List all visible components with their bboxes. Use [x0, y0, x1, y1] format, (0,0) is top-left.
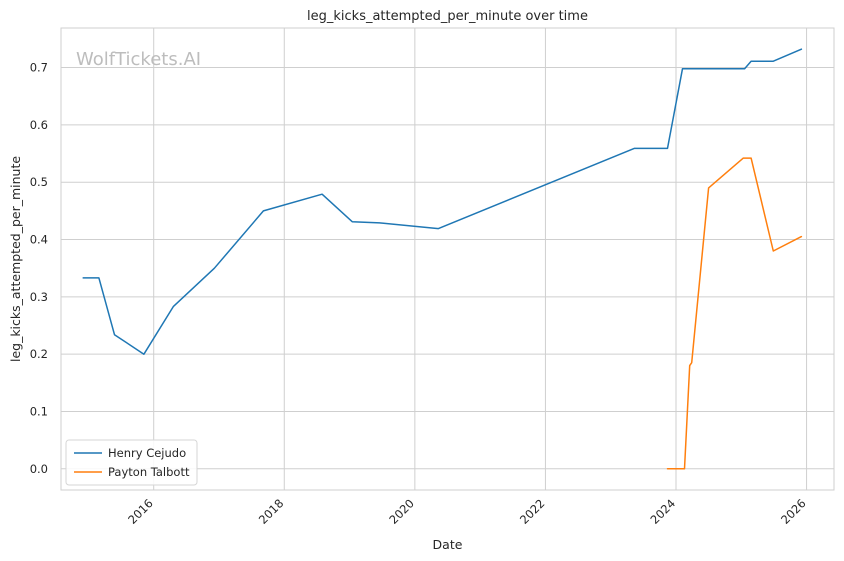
y-tick-label: 0.2: [30, 347, 48, 361]
series-layer: [82, 48, 803, 470]
y-tick-label: 0.4: [30, 233, 48, 247]
x-axis-label: Date: [433, 537, 463, 552]
legend: Henry Cejudo Payton Talbott: [65, 439, 198, 486]
y-tick-label: 0.7: [30, 61, 48, 75]
legend-box: [65, 439, 198, 486]
legend-label: Payton Talbott: [108, 465, 190, 479]
y-tick-label: 0.0: [30, 462, 48, 476]
y-axis-label: leg_kicks_attempted_per_minute: [8, 156, 23, 362]
grid-layer: [61, 28, 834, 490]
y-tick-label: 0.5: [30, 175, 48, 189]
legend-label: Henry Cejudo: [108, 446, 186, 460]
chart-title: leg_kicks_attempted_per_minute over time: [307, 9, 588, 24]
y-tick-label: 0.3: [30, 290, 48, 304]
y-tick-label: 0.6: [30, 118, 48, 132]
series-line-henry-cejudo: [82, 48, 803, 355]
y-tick-label: 0.1: [30, 404, 48, 418]
series-line-payton-talbott: [666, 157, 803, 470]
watermark: WolfTickets.AI: [76, 49, 201, 70]
plot-frame: [60, 27, 835, 491]
